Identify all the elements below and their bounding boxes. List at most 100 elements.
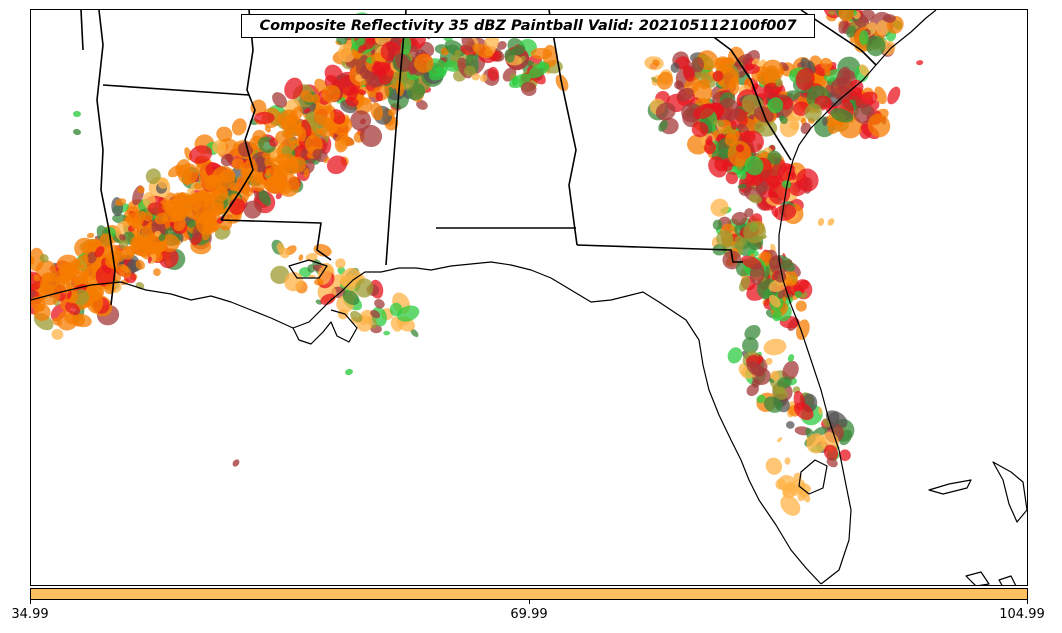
- bahamas-1: [928, 479, 972, 495]
- reflectivity-blob: [714, 56, 733, 75]
- reflectivity-blob: [727, 347, 743, 364]
- reflectivity-blob: [824, 67, 831, 77]
- reflectivity-blob: [874, 86, 887, 105]
- reflectivity-blob: [158, 248, 179, 269]
- reflectivity-blob: [158, 233, 166, 242]
- reflectivity-blob: [214, 173, 227, 184]
- reflectivity-blob: [823, 444, 839, 461]
- reflectivity-blob: [284, 271, 304, 292]
- reflectivity-blob: [351, 48, 359, 59]
- reflectivity-blob: [142, 211, 153, 222]
- reflectivity-blob: [794, 290, 803, 298]
- reflectivity-blob: [416, 99, 428, 110]
- reflectivity-blob: [786, 421, 795, 429]
- bahamas-2: [992, 461, 1027, 523]
- reflectivity-blob: [858, 64, 870, 77]
- reflectivity-blob: [846, 25, 857, 38]
- reflectivity-blob: [374, 299, 385, 309]
- reflectivity-blob: [744, 324, 761, 340]
- reflectivity-blob: [739, 276, 751, 292]
- reflectivity-blob: [370, 102, 384, 121]
- reflectivity-blob: [153, 268, 161, 277]
- reflectivity-blob: [698, 78, 711, 90]
- colorbar-tick-label-mid: 69.99: [510, 607, 548, 622]
- reflectivity-blob: [157, 177, 169, 189]
- reflectivity-blob: [737, 183, 747, 189]
- reflectivity-blob: [204, 217, 220, 232]
- reflectivity-blob: [461, 34, 476, 53]
- reflectivity-blob: [220, 153, 234, 167]
- border-ga-fl: [576, 244, 743, 263]
- reflectivity-blob: [826, 457, 838, 468]
- reflectivity-blob: [780, 495, 801, 516]
- reflectivity-blob: [767, 97, 784, 114]
- reflectivity-blob: [652, 59, 660, 66]
- reflectivity-blob: [784, 457, 791, 465]
- reflectivity-blob: [504, 49, 515, 63]
- reflectivity-blob: [198, 189, 208, 197]
- reflectivity-blob: [830, 108, 854, 123]
- reflectivity-blob: [342, 290, 360, 305]
- reflectivity-blob: [212, 139, 227, 154]
- reflectivity-blob: [231, 118, 247, 136]
- reflectivity-blob: [820, 57, 833, 70]
- reflectivity-blob: [315, 128, 324, 136]
- reflectivity-blob: [765, 357, 773, 365]
- reflectivity-blob: [746, 383, 759, 396]
- lake-okeechobee: [798, 459, 828, 495]
- reflectivity-blob: [710, 198, 729, 217]
- reflectivity-blob: [414, 53, 434, 73]
- reflectivity-blob: [779, 115, 788, 125]
- reflectivity-blob: [736, 169, 747, 180]
- colorbar-tick-label-min: 34.99: [11, 607, 49, 622]
- reflectivity-blob: [767, 150, 782, 165]
- reflectivity-blob: [175, 159, 191, 177]
- reflectivity-blob: [132, 235, 152, 258]
- reflectivity-blob: [73, 110, 81, 118]
- reflectivity-blob: [116, 264, 132, 278]
- reflectivity-blob: [145, 168, 161, 185]
- reflectivity-blob: [727, 140, 752, 167]
- reflectivity-blob: [185, 207, 200, 220]
- reflectivity-blob: [356, 89, 367, 96]
- reflectivity-blob: [768, 294, 781, 308]
- reflectivity-blob: [231, 158, 245, 170]
- colorbar: [30, 588, 1028, 600]
- reflectivity-blob: [725, 171, 739, 185]
- reflectivity-blob: [105, 254, 120, 269]
- reflectivity-blob: [804, 103, 823, 122]
- reflectivity-blob: [232, 459, 240, 467]
- bahamas-4: [998, 575, 1017, 585]
- map-title: Composite Reflectivity 35 dBZ Paintball …: [241, 14, 815, 38]
- reflectivity-blob: [817, 218, 825, 226]
- reflectivity-blob: [838, 10, 854, 22]
- reflectivity-blob: [651, 76, 658, 83]
- reflectivity-blob: [320, 293, 336, 306]
- reflectivity-blob: [65, 301, 81, 316]
- reflectivity-blob: [345, 97, 359, 107]
- reflectivity-blob: [748, 194, 763, 204]
- reflectivity-blob: [783, 270, 799, 287]
- reflectivity-blob: [887, 86, 901, 105]
- reflectivity-blob: [162, 203, 171, 213]
- reflectivity-blob: [496, 41, 507, 50]
- reflectivity-blob: [357, 44, 367, 54]
- reflectivity-blob: [330, 109, 346, 125]
- reflectivity-blob: [796, 168, 819, 192]
- reflectivity-blob: [749, 262, 765, 285]
- reflectivity-blob: [787, 354, 795, 362]
- reflectivity-blob: [216, 126, 233, 142]
- reflectivity-blob: [772, 309, 782, 322]
- reflectivity-blob: [201, 208, 209, 215]
- reflectivity-blob: [188, 192, 201, 203]
- reflectivity-blob: [275, 130, 288, 144]
- reflectivity-blob: [86, 232, 95, 239]
- reflectivity-blob: [777, 290, 785, 299]
- reflectivity-blob: [806, 433, 827, 454]
- border-ar-la: [102, 84, 250, 96]
- reflectivity-blob: [66, 290, 72, 300]
- border-tn: [80, 10, 84, 51]
- reflectivity-blob: [280, 114, 302, 134]
- reflectivity-blob: [85, 283, 103, 302]
- reflectivity-blob: [410, 328, 419, 338]
